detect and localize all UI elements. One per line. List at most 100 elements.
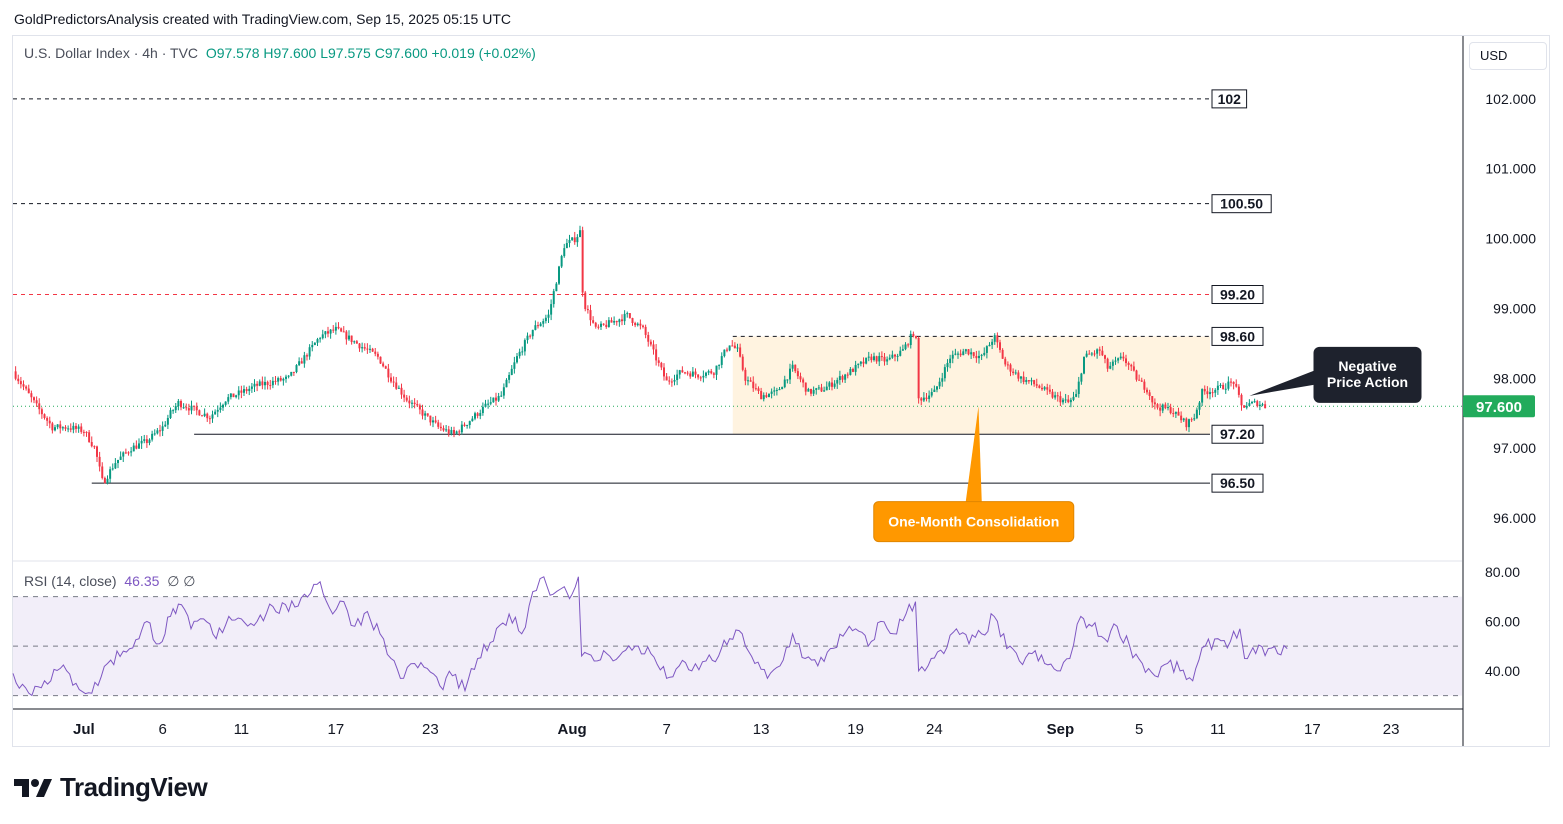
candle-body [841,376,844,380]
candle-body [996,335,999,343]
candle-body [1022,376,1025,382]
candle-body [1164,404,1167,409]
candle-body [397,387,400,389]
candle-body [59,424,62,429]
candle-body [702,375,705,378]
candle-body [878,356,881,362]
candle-body [521,351,524,353]
candle-body [1251,401,1253,404]
candle-body [1245,405,1248,408]
candle-body [665,376,668,381]
candle-body [978,355,980,359]
candle-body [489,402,492,404]
candle-body [345,331,348,340]
candle-body [1209,392,1211,395]
candle-body [1222,384,1225,390]
candle-body [72,425,75,430]
candle-body [1004,358,1007,365]
candle-body [382,363,385,367]
candle-body [1253,401,1256,403]
candle-body [447,429,450,434]
candle-body [930,392,933,396]
candle-body [565,243,568,249]
candle-body [657,360,660,363]
candle-body [967,349,970,355]
brand-name: TradingView [60,772,208,802]
candle-body [523,340,526,352]
symbol-legend: U.S. Dollar Index · 4h · TVC O97.578 H97… [24,45,536,61]
candle-body [500,395,503,397]
candle-body [1012,371,1015,374]
candle-body [229,393,232,398]
candle-body [875,356,878,362]
candle-body [174,406,177,411]
candle-body [972,352,975,356]
candle-body [1062,399,1064,403]
candle-body [1148,392,1151,397]
candle-body [628,313,631,319]
candle-body [279,378,282,381]
candle-body [1140,380,1143,382]
candle-body [450,430,453,434]
candle-body [51,423,54,431]
candle-body [544,317,547,322]
candle-body [747,380,749,382]
candle-body [888,357,891,360]
candle-body [198,410,201,416]
candle-body [516,356,518,363]
candle-body [694,371,697,375]
candle-body [1224,388,1227,390]
candle-body [739,347,742,357]
candle-body [836,379,839,384]
chart-frame[interactable] [12,35,1550,747]
candle-body [101,466,104,478]
tradingview-logo[interactable]: TradingView [14,772,208,803]
candle-body [733,345,736,348]
candle-body [649,341,652,345]
candle-body [1067,399,1070,403]
price-tick-label: 100.000 [1485,231,1536,247]
candle-body [626,313,629,315]
candles-layer [14,225,1267,485]
candle-body [282,378,285,381]
candle-body [445,429,448,431]
candle-body [466,425,469,427]
currency-selector[interactable]: USD [1469,42,1547,70]
candle-body [384,366,387,369]
candle-body [1096,349,1099,354]
candle-body [371,348,374,352]
candle-body [455,431,458,434]
candle-body [151,433,154,440]
candle-body [1256,401,1259,407]
candle-body [831,382,833,387]
candle-body [153,433,156,435]
candle-body [1056,395,1059,397]
candle-body [1132,366,1135,371]
candle-body [1188,419,1190,428]
price-tick-label: 97.000 [1493,440,1536,456]
candle-body [1048,389,1051,392]
candle-body [256,383,259,386]
candle-body [77,426,80,429]
ohlc-values: O97.578 H97.600 L97.575 C97.600 +0.019 (… [205,45,536,61]
candle-body [290,371,293,376]
candle-body [985,346,988,353]
candle-body [1098,349,1101,351]
candle-body [232,393,235,398]
candle-body [883,356,886,362]
candle-body [479,413,482,416]
candle-body [453,430,455,434]
candle-body [166,417,169,425]
candle-body [340,328,343,332]
candle-body [169,410,172,418]
candle-body [699,377,702,379]
candle-body [481,406,484,414]
candle-body [329,329,332,334]
candle-body [82,431,85,433]
candle-body [1006,364,1009,366]
candle-body [1201,388,1204,403]
callout-text-consolidation: One-Month Consolidation [888,514,1059,530]
candle-body [1206,391,1209,395]
level-box-96.50 [1211,473,1264,493]
